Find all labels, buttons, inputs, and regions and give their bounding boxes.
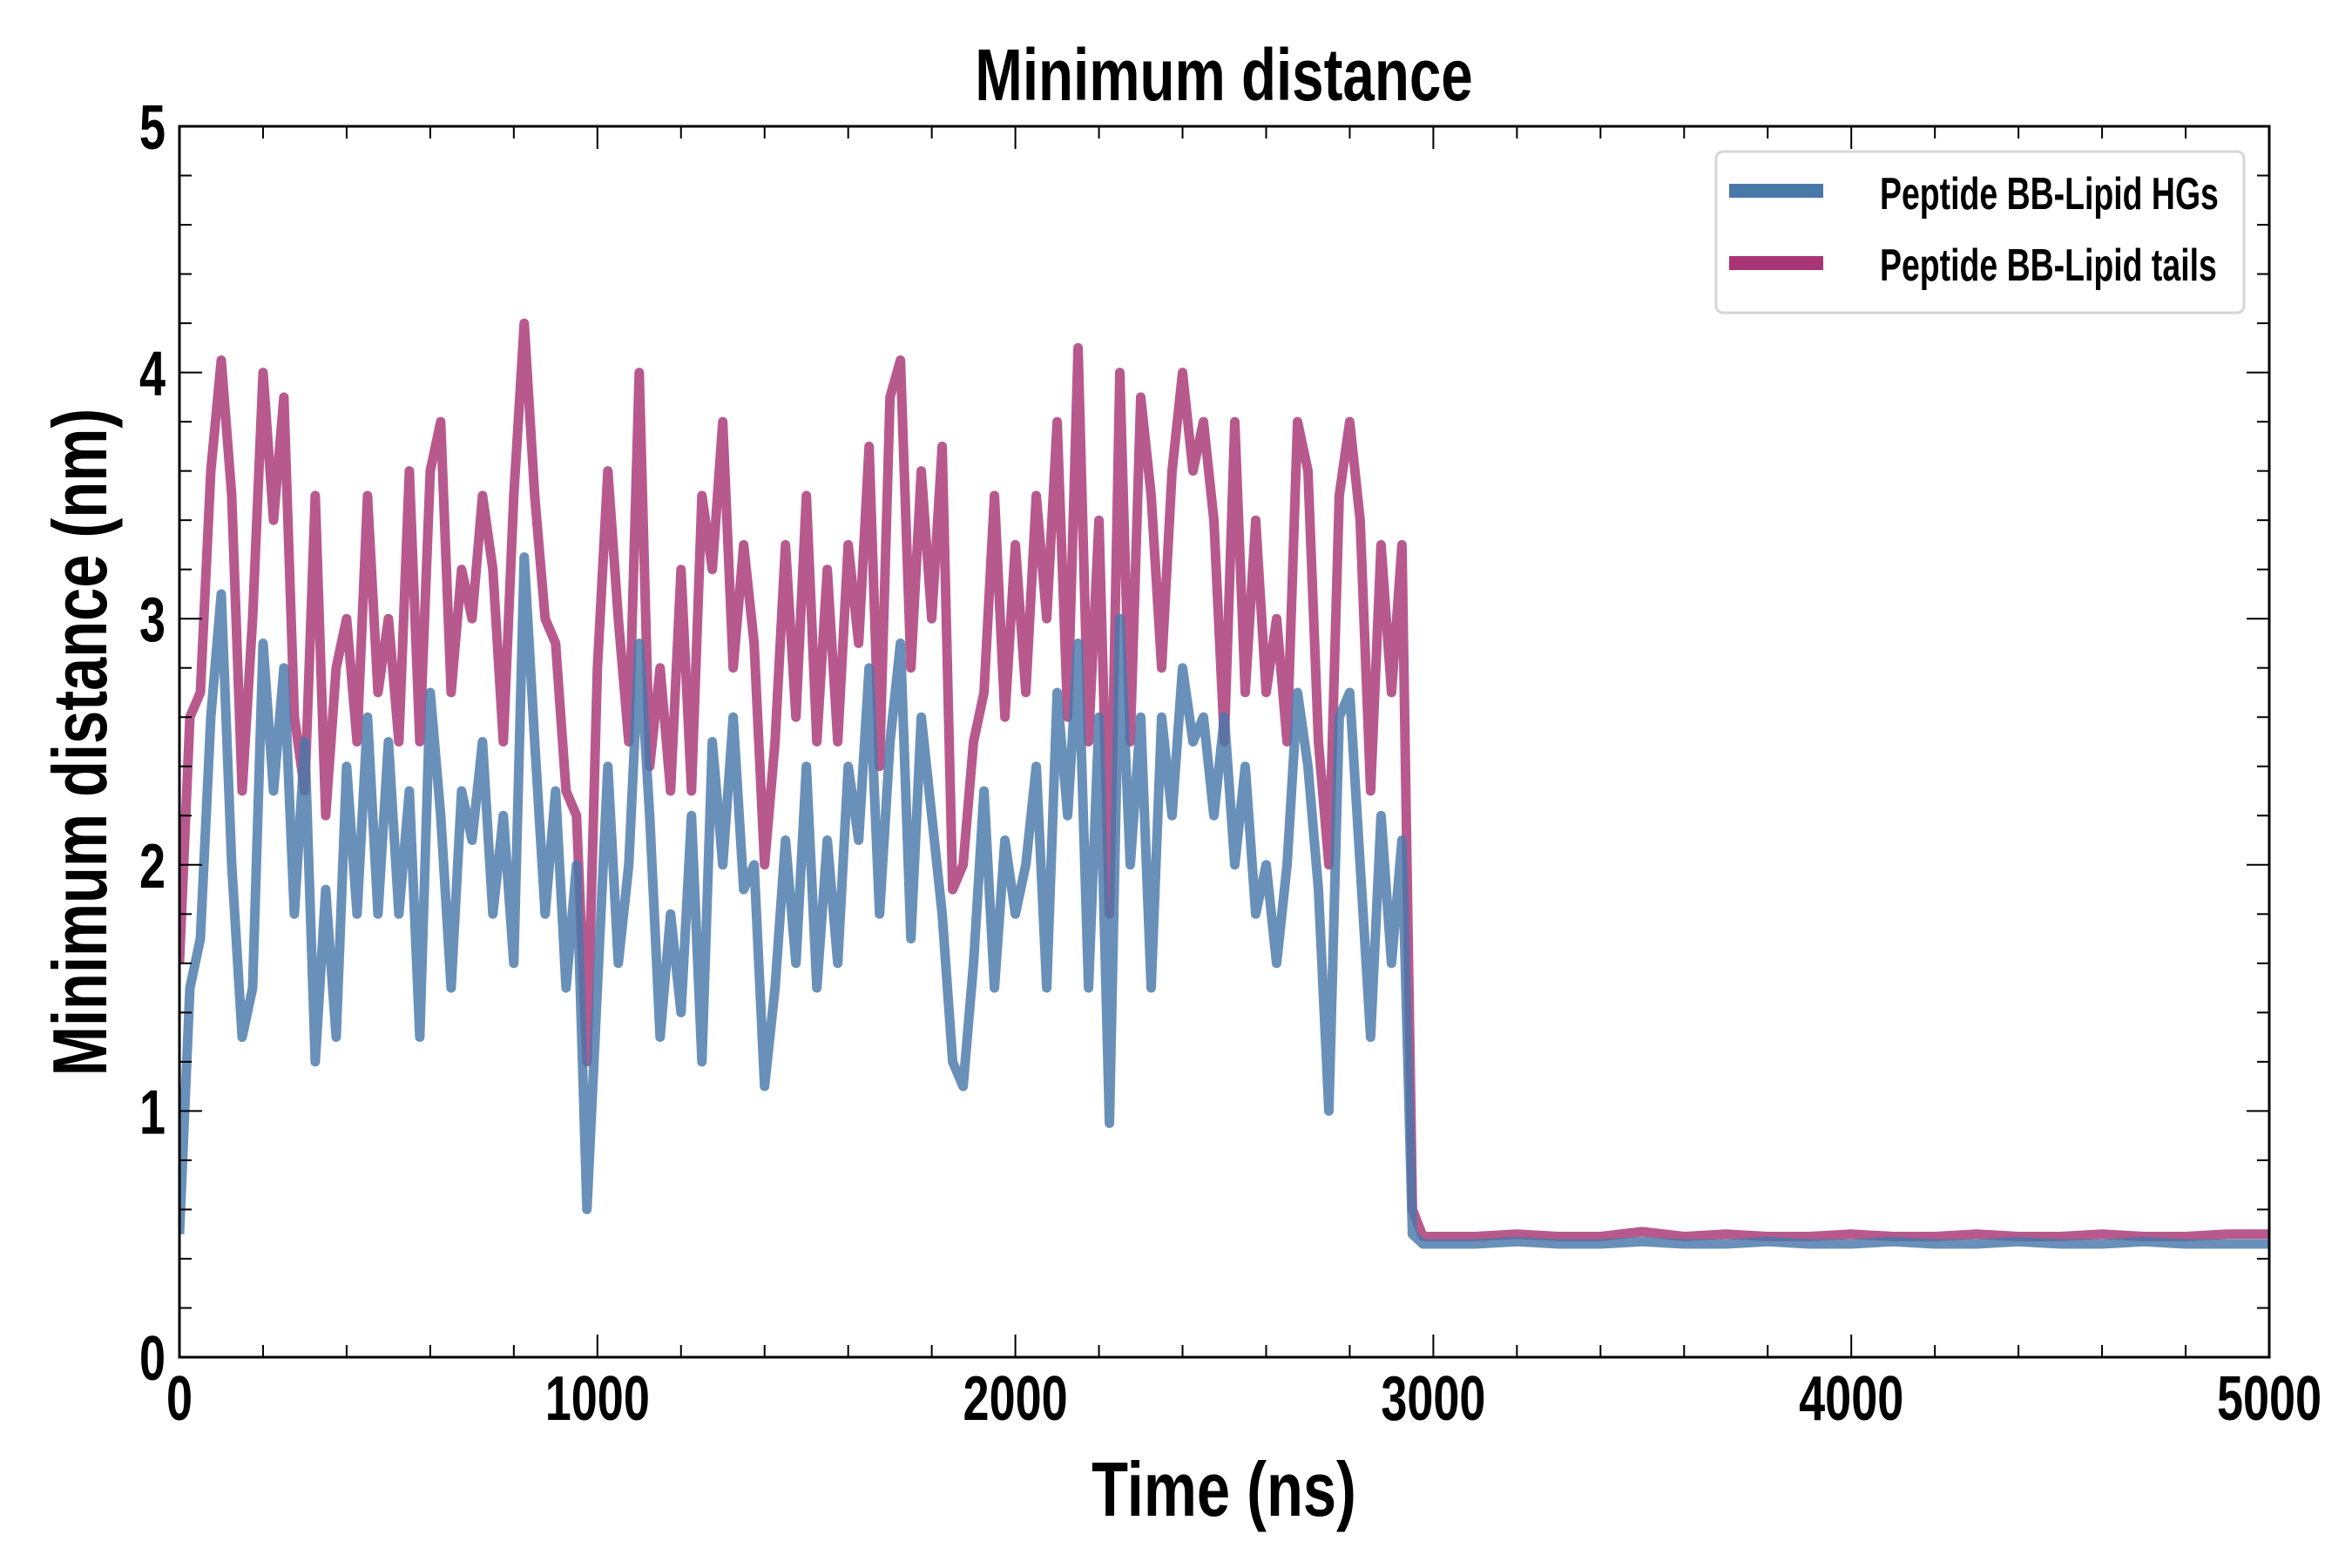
x-tick-label: 0 [166,1364,193,1434]
x-tick-label: 2000 [963,1364,1068,1434]
legend-label-tails: Peptide BB-Lipid tails [1880,240,2217,291]
chart-title: Minimum distance [975,34,1472,116]
y-axis-label: Minimum distance (nm) [37,409,123,1076]
legend-label-hgs: Peptide BB-Lipid HGs [1880,168,2219,220]
x-tick-label: 4000 [1799,1364,1903,1434]
legend-box [1714,150,2246,314]
x-tick-label: 3000 [1381,1364,1485,1434]
series-line-hgs [179,552,2269,1249]
y-tick-label: 2 [139,831,166,901]
legend: Peptide BB-Lipid HGs Peptide BB-Lipid ta… [1714,150,2246,314]
y-tick-label: 0 [139,1324,166,1394]
x-tick-label: 1000 [545,1364,650,1434]
series-line-tails [179,318,2269,1241]
y-tick-label: 5 [139,93,166,163]
y-tick-label: 3 [139,585,166,655]
plot-frame [178,125,2271,1359]
y-tick-label: 4 [139,339,166,409]
x-tick-label: 5000 [2217,1364,2322,1434]
x-axis-label: Time (ns) [1092,1447,1356,1532]
y-tick-label: 1 [139,1078,166,1147]
